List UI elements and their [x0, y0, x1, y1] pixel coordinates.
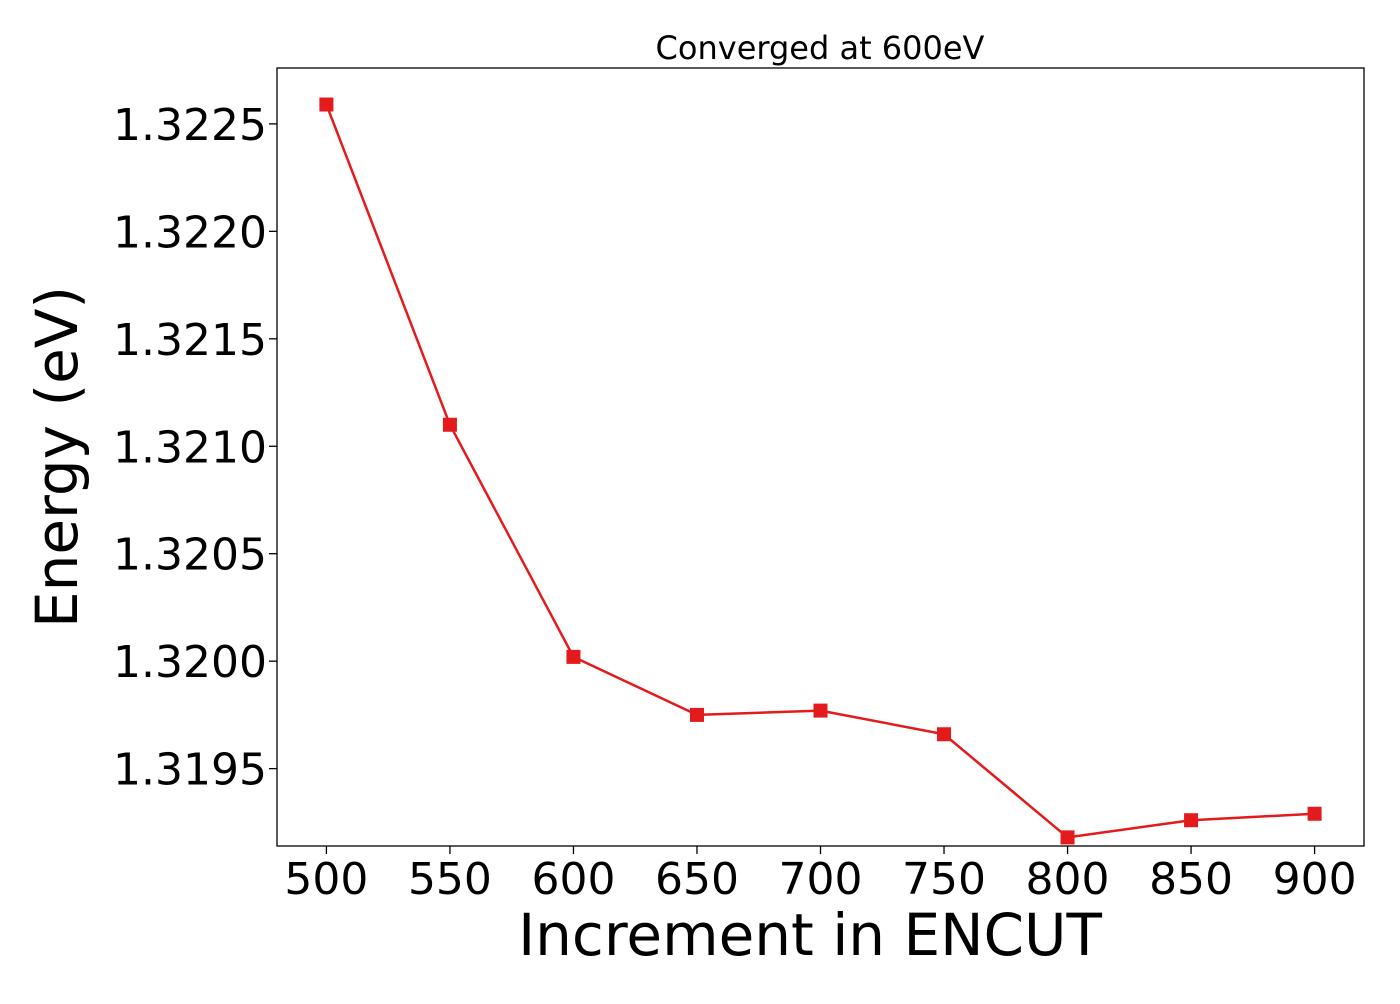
x-tick-label: 800	[1026, 854, 1110, 905]
x-tick-label: 550	[408, 854, 492, 905]
data-point-marker	[566, 649, 581, 664]
plot-area-frame	[276, 67, 1365, 847]
y-axis-label: Energy (eV)	[23, 286, 91, 628]
data-point-marker	[1307, 806, 1322, 821]
x-tick-label: 850	[1149, 854, 1233, 905]
data-point-marker	[689, 707, 704, 722]
x-tick-label: 650	[655, 854, 739, 905]
x-tick-label: 750	[902, 854, 986, 905]
y-tick-label: 1.3220	[113, 207, 267, 258]
data-point-marker	[813, 703, 828, 718]
x-tick-label: 700	[779, 854, 863, 905]
data-point-marker	[937, 727, 952, 742]
x-axis-label: Increment in ENCUT	[518, 901, 1102, 969]
y-tick-label: 1.3205	[113, 530, 267, 581]
y-tick-label: 1.3195	[113, 745, 267, 796]
y-tick-label: 1.3215	[113, 315, 267, 366]
data-point-marker	[1060, 830, 1075, 845]
x-tick-label: 600	[531, 854, 615, 905]
y-tick-label: 1.3210	[113, 422, 267, 473]
y-tick-label: 1.3225	[113, 100, 267, 151]
series-line	[325, 104, 1315, 839]
series-layer	[319, 97, 1322, 845]
x-axis: 500 550 600 650 700 750 800 850 900	[284, 846, 1357, 905]
data-point-marker	[442, 417, 457, 432]
y-tick-label: 1.3200	[113, 637, 267, 688]
data-point-marker	[319, 97, 334, 112]
chart-title: Converged at 600eV	[656, 29, 985, 67]
data-point-marker	[1184, 813, 1199, 828]
x-tick-label: 500	[284, 854, 368, 905]
x-tick-label: 900	[1273, 854, 1357, 905]
y-axis: 1.3195 1.3200 1.3205 1.3210 1.3215 1.3220 1.32…	[113, 100, 277, 796]
